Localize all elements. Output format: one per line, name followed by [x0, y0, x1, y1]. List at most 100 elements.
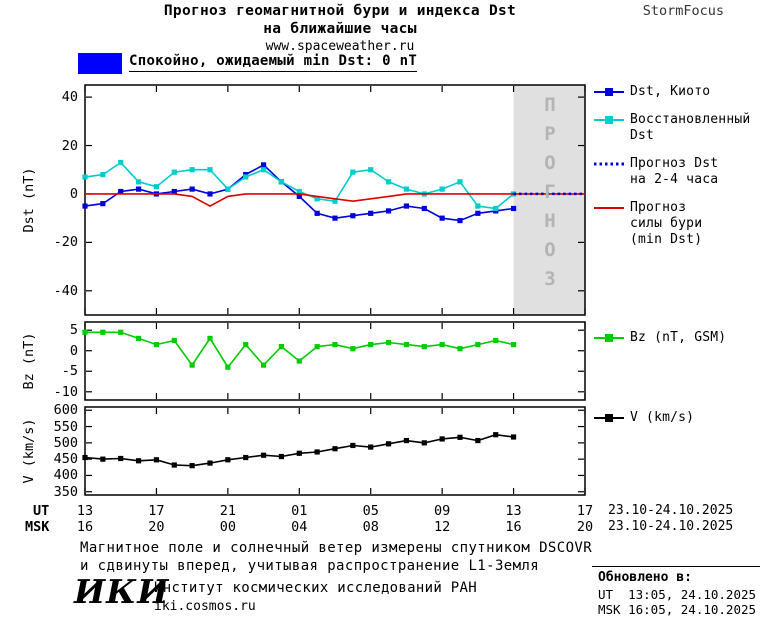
v-marker [350, 442, 356, 449]
updated-separator [592, 566, 760, 567]
bz-marker [385, 339, 392, 346]
updated-label: Обновлено в: [598, 570, 692, 585]
v-marker [207, 460, 213, 466]
v-marker [278, 453, 285, 460]
v-marker [171, 462, 177, 468]
institute-name: Институт космических исследований РАН [154, 580, 477, 596]
bz-marker [260, 362, 267, 368]
bz-marker [153, 341, 160, 348]
dst_restored-marker [135, 179, 142, 185]
dst_kyoto-marker [135, 186, 142, 192]
v-y-tick-label: 550 [53, 418, 78, 435]
bz-marker [243, 341, 249, 348]
bz-marker [135, 335, 142, 342]
legend-item: Прогноз силы бури (min Dst) [594, 200, 760, 248]
legend-item: V (km/s) [594, 410, 760, 426]
v-axis-title: V (km/s) [21, 418, 37, 484]
msk-tick-label: 04 [291, 519, 308, 535]
msk-axis-label: MSK [25, 519, 50, 535]
dst_kyoto-marker [332, 215, 338, 221]
legend-item: Dst, Киото [594, 84, 760, 100]
dst_kyoto-marker [457, 217, 463, 224]
v-marker [421, 440, 427, 446]
dst-y-tick-label: -40 [53, 282, 78, 299]
dst_restored-marker [153, 184, 160, 190]
v-marker [225, 457, 231, 463]
legend-square-marker-icon [594, 116, 624, 124]
msk-tick-label: 00 [219, 519, 236, 535]
spaceweather-url: www.spaceweather.ru [265, 39, 415, 54]
dst_kyoto-marker [439, 215, 445, 221]
v-marker [332, 446, 338, 452]
v-marker [403, 437, 410, 444]
legend-label: Dst, Киото [630, 84, 711, 99]
dst_restored-marker [118, 159, 124, 166]
forecast-letter: Г [544, 181, 556, 203]
forecast-letter: О [544, 239, 556, 261]
dst-panel-frame [84, 84, 586, 316]
dst-y-tick-label: 40 [61, 89, 78, 106]
dst_kyoto-marker [100, 201, 106, 207]
v-marker [510, 434, 517, 440]
v-y-tick-label: 500 [53, 434, 78, 451]
dst_restored-marker [475, 203, 481, 209]
dst_restored-marker [439, 186, 445, 192]
bz-marker [510, 341, 517, 348]
v-marker [385, 441, 392, 447]
bz-marker [314, 344, 320, 350]
legend-line-marker-icon [594, 207, 624, 209]
ut-tick-label: 05 [362, 503, 379, 519]
dst_restored-marker [207, 167, 213, 173]
data-source-note-line2: и сдвинуты вперед, учитывая распростране… [80, 558, 540, 574]
v-marker [439, 436, 445, 442]
updated-msk-time: MSK 16:05, 24.10.2025 [598, 602, 757, 617]
bz-y-tick-label: -5 [61, 363, 78, 380]
dst_restored-marker [314, 196, 320, 202]
dst-y-tick-label: 20 [61, 137, 78, 154]
v-marker [189, 463, 195, 469]
bz-marker [439, 341, 445, 348]
legend-square-marker-icon [594, 414, 624, 422]
forecast-letter: З [544, 268, 556, 290]
ut-date-range: 23.10-24.10.2025 [608, 503, 734, 518]
dst_restored-marker [225, 186, 231, 192]
legend-label: Восстановленный Dst [630, 112, 751, 143]
bz-legend: Bz (nT, GSM) [594, 330, 760, 346]
dst_restored-marker [457, 179, 463, 185]
ut-tick-label: 17 [576, 503, 594, 519]
legend-square-marker-icon [594, 88, 624, 96]
forecast-letter: Н [544, 210, 556, 232]
storm-status-banner: Спокойно, ожидаемый min Dst: 0 nT [78, 53, 418, 74]
bz-marker [278, 344, 285, 350]
iki-url: iki.cosmos.ru [154, 599, 256, 614]
dst_kyoto-marker [385, 208, 392, 214]
bz-y-tick-label: -10 [53, 383, 78, 400]
dst_kyoto-marker [296, 193, 302, 199]
bz-panel-frame [84, 321, 586, 401]
msk-tick-label: 20 [148, 519, 165, 535]
v-marker [243, 454, 249, 461]
v-marker [135, 458, 142, 464]
legend-label: Прогноз Dst на 2-4 часа [630, 156, 719, 187]
dst-y-tick-label: -20 [53, 234, 78, 251]
forecast-letter: Р [544, 123, 556, 145]
ut-tick-label: 01 [291, 503, 308, 519]
dst_kyoto-marker [82, 203, 88, 209]
legend-item: Восстановленный Dst [594, 112, 760, 144]
legend-label: V (km/s) [630, 410, 695, 425]
bz-marker [368, 341, 374, 348]
dst-legend: Dst, Киото Восстановленный Dst Прогноз Dst н… [594, 84, 760, 248]
msk-tick-label: 12 [434, 519, 451, 535]
dst_restored-marker [493, 205, 499, 212]
bz-marker [171, 337, 177, 344]
dst_restored-marker [385, 179, 392, 185]
v-marker [475, 437, 481, 444]
v-marker [100, 456, 106, 462]
dst-y-tick-label: 0 [69, 185, 78, 202]
v-marker [118, 455, 124, 462]
bz-marker [100, 329, 106, 335]
